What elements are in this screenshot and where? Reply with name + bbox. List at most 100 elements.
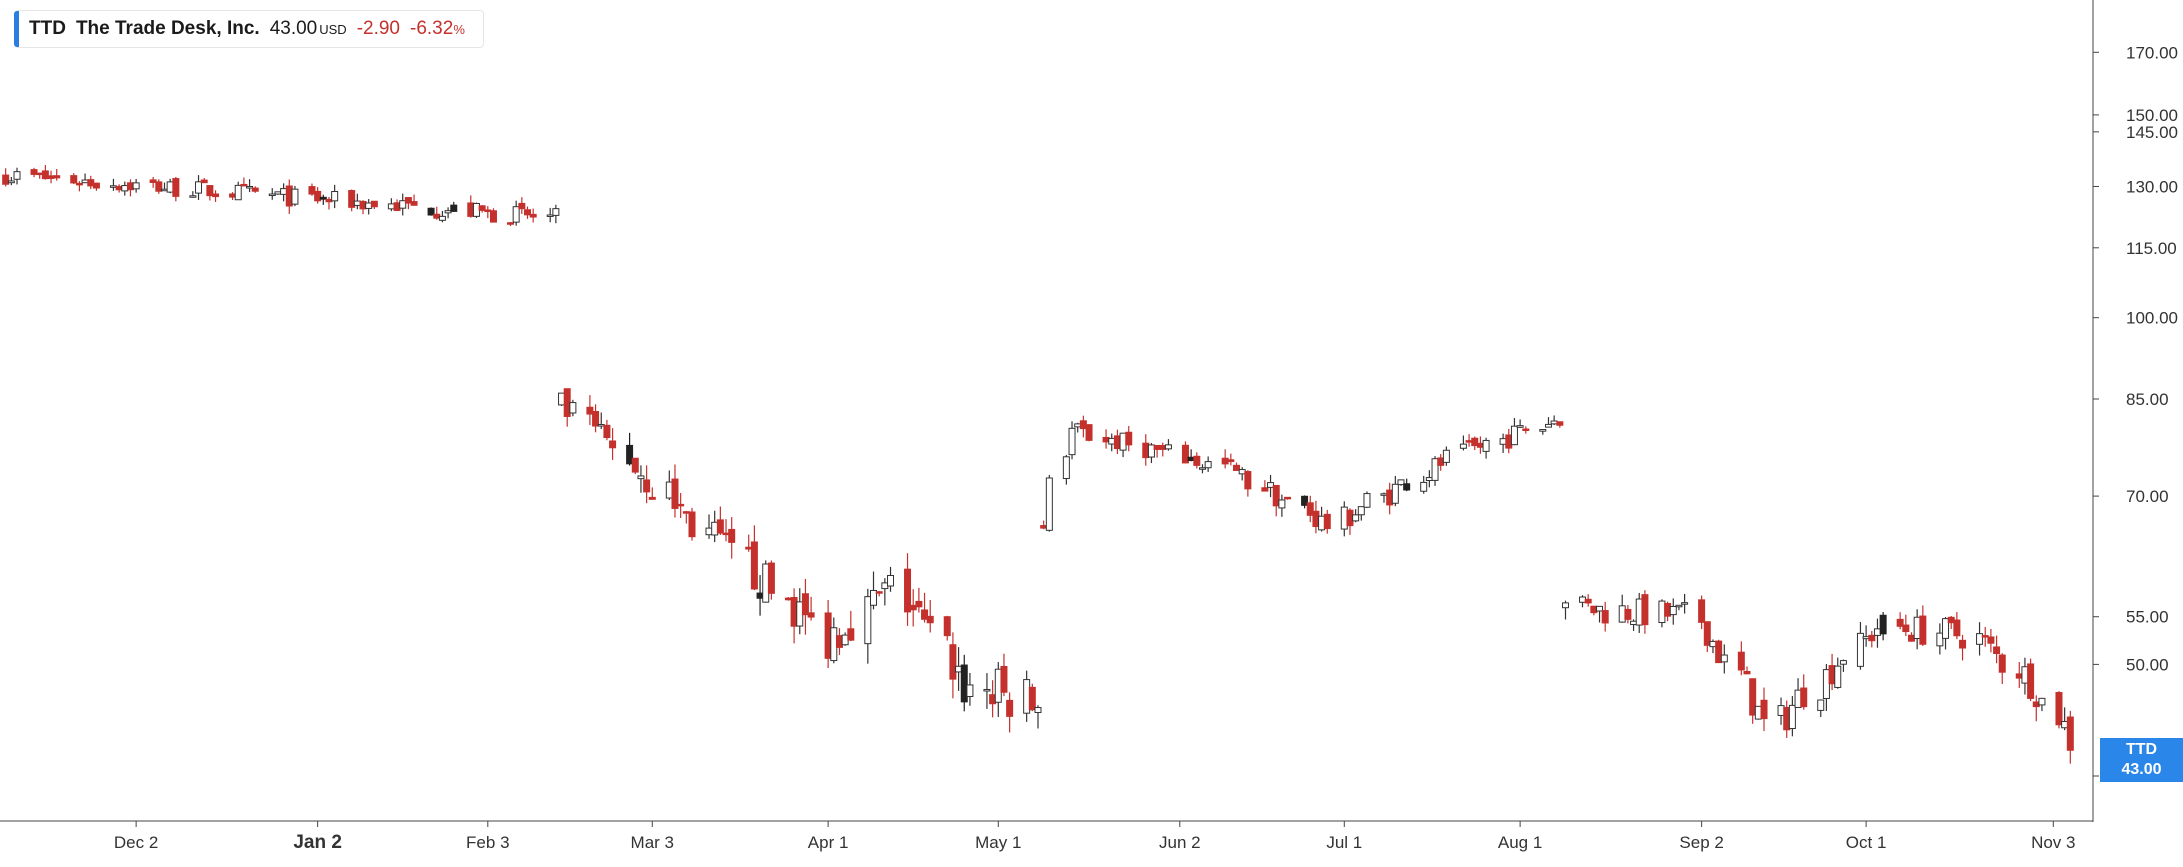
candle-body bbox=[1403, 483, 1411, 491]
candle-body bbox=[1822, 669, 1830, 700]
candle-body bbox=[558, 392, 566, 406]
candle-body bbox=[682, 511, 690, 514]
candle-body bbox=[1856, 632, 1864, 667]
candle-body bbox=[246, 185, 254, 189]
candle-body bbox=[960, 664, 968, 703]
candle-body bbox=[1998, 654, 2006, 673]
candle-body bbox=[994, 668, 1002, 703]
candle-body bbox=[234, 184, 242, 201]
y-tick-label: 50.00 bbox=[2126, 655, 2169, 674]
candle-body bbox=[1062, 456, 1070, 480]
x-tick-label: Aug 1 bbox=[1498, 833, 1542, 852]
candle-body bbox=[637, 475, 645, 480]
candle-body bbox=[1641, 594, 1649, 626]
x-tick-label: Feb 3 bbox=[466, 833, 509, 852]
candle-body bbox=[552, 208, 560, 216]
candle-body bbox=[365, 202, 373, 209]
change-percent-value: -6.32 bbox=[410, 18, 454, 39]
candle-body bbox=[1482, 439, 1490, 452]
candle-body bbox=[1561, 602, 1569, 609]
candle-body bbox=[2038, 697, 2046, 706]
candle-body bbox=[1624, 608, 1632, 620]
candle-body bbox=[189, 195, 197, 198]
candle-body bbox=[467, 202, 475, 217]
candle-body bbox=[722, 532, 730, 536]
candle-body bbox=[1516, 425, 1524, 428]
candle-body bbox=[1000, 665, 1008, 693]
candle-body bbox=[1584, 598, 1592, 604]
candle-body bbox=[983, 688, 991, 692]
candle-body bbox=[1238, 469, 1246, 475]
candle-body bbox=[529, 213, 537, 218]
candle-body bbox=[115, 185, 123, 191]
candle-body bbox=[705, 527, 713, 536]
x-tick-label: Jun 2 bbox=[1159, 833, 1201, 852]
price-tag-symbol: TTD bbox=[2125, 741, 2158, 758]
candle-body bbox=[1550, 420, 1558, 425]
y-tick-label: 70.00 bbox=[2126, 487, 2169, 506]
candle-body bbox=[677, 503, 685, 507]
candle-body bbox=[1839, 660, 1847, 665]
candle-body bbox=[921, 609, 929, 620]
candle-body bbox=[881, 582, 889, 590]
candle-body bbox=[41, 170, 49, 180]
candle-body bbox=[1471, 437, 1479, 447]
candle-body bbox=[1465, 440, 1473, 443]
y-tick-label: 85.00 bbox=[2126, 390, 2169, 409]
candle-body bbox=[1862, 636, 1870, 640]
candle-body bbox=[1085, 424, 1093, 441]
candle-body bbox=[1357, 506, 1365, 516]
candle-body bbox=[2032, 701, 2040, 708]
candle-body bbox=[1601, 610, 1609, 624]
candle-body bbox=[643, 479, 651, 493]
candle-body bbox=[665, 481, 673, 499]
candle-body bbox=[1681, 602, 1689, 605]
candle-body bbox=[353, 200, 361, 206]
candle-body bbox=[1278, 499, 1286, 509]
ticker-legend: TTD The Trade Desk, Inc. 43.00 USD -2.90… bbox=[14, 10, 484, 48]
candle-body bbox=[291, 188, 299, 205]
candle-body bbox=[790, 597, 798, 627]
candle-body bbox=[1437, 457, 1445, 466]
candle-body bbox=[319, 196, 327, 200]
price-change: -2.90 bbox=[356, 18, 400, 39]
candle-body bbox=[1669, 605, 1677, 616]
candle-body bbox=[1737, 651, 1745, 671]
candle-body bbox=[716, 519, 724, 534]
candle-body bbox=[801, 593, 809, 616]
candle-body bbox=[762, 563, 770, 603]
x-tick-label: Mar 3 bbox=[631, 833, 674, 852]
candle-body bbox=[47, 175, 55, 179]
price-change-percent: -6.32% bbox=[410, 18, 465, 40]
current-price-tag: TTD 43.00 bbox=[2100, 738, 2183, 782]
candle-body bbox=[597, 424, 605, 427]
company-name: The Trade Desk, Inc. bbox=[75, 18, 260, 39]
candle-body bbox=[1976, 633, 1984, 645]
candle-body bbox=[1794, 689, 1802, 708]
y-tick-label: 150.00 bbox=[2126, 106, 2178, 125]
candle-body bbox=[1777, 705, 1785, 716]
x-tick-label: Dec 2 bbox=[114, 833, 158, 852]
candle-body bbox=[1204, 461, 1212, 469]
y-tick-label: 115.00 bbox=[2126, 239, 2177, 258]
candle-body bbox=[1987, 636, 1995, 644]
candle-body bbox=[524, 209, 532, 216]
candle-body bbox=[1590, 605, 1598, 614]
candle-body bbox=[835, 635, 843, 648]
candle-body bbox=[472, 202, 480, 217]
candle-body bbox=[1346, 509, 1354, 527]
candle-body bbox=[1023, 679, 1031, 714]
candle-body bbox=[648, 496, 656, 500]
candle-body bbox=[13, 171, 21, 180]
candle-body bbox=[1153, 444, 1161, 450]
candle-body bbox=[314, 190, 322, 202]
candle-body bbox=[1397, 479, 1405, 486]
candle-body bbox=[1749, 678, 1757, 716]
candle-body bbox=[1272, 484, 1280, 507]
candle-body bbox=[1159, 444, 1167, 450]
x-tick-label: Nov 3 bbox=[2031, 833, 2075, 852]
candle-body bbox=[728, 528, 736, 543]
candle-body bbox=[841, 634, 849, 646]
candle-body bbox=[1068, 427, 1076, 456]
